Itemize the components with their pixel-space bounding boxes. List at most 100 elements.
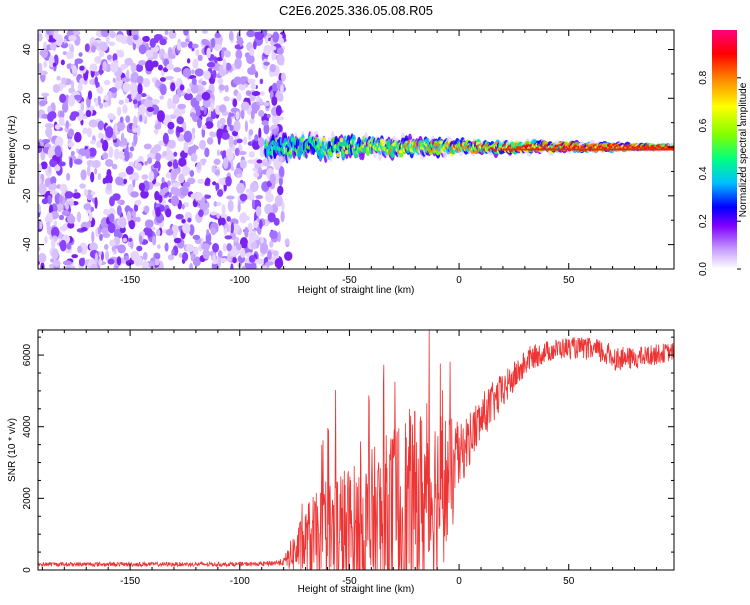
noise-blob: [228, 30, 234, 41]
noise-blob: [143, 99, 153, 109]
noise-blob: [106, 54, 112, 61]
noise-blob: [44, 236, 48, 244]
noise-blob: [143, 143, 152, 150]
colorbar: 0.0 0.2 0.4 0.6 0.8 Normalized spectral ampl…: [698, 30, 749, 276]
noise-blob: [46, 212, 53, 222]
noise-blob: [216, 57, 223, 62]
noise-blob: [233, 120, 241, 132]
noise-blob: [105, 174, 113, 185]
noise-blob: [66, 243, 72, 250]
colorbar-tick-label: 0.4: [698, 166, 709, 180]
noise-blob: [240, 101, 250, 111]
noise-blob: [153, 144, 162, 152]
noise-blob: [201, 80, 207, 86]
noise-blob: [250, 109, 255, 120]
noise-blob: [176, 116, 184, 125]
noise-blob: [126, 69, 130, 80]
noise-blob: [140, 92, 147, 98]
noise-blob: [201, 124, 207, 131]
noise-blob: [272, 31, 280, 43]
noise-blob: [159, 83, 167, 96]
noise-blob: [222, 58, 227, 70]
noise-blob: [123, 255, 129, 261]
noise-blob: [80, 169, 87, 181]
noise-blob: [204, 194, 212, 199]
noise-blob: [173, 67, 182, 73]
noise-blob: [202, 248, 210, 260]
noise-blob: [98, 132, 103, 140]
noise-blob: [98, 258, 103, 267]
noise-blob: [216, 120, 221, 129]
noise-blob: [192, 58, 199, 69]
noise-blob: [88, 211, 93, 222]
noise-blob: [277, 185, 284, 196]
noise-blob: [70, 111, 80, 118]
noise-blob: [102, 177, 107, 185]
noise-blob: [99, 233, 103, 241]
noise-blob: [235, 49, 243, 60]
noise-blob: [210, 37, 216, 48]
noise-blob: [41, 92, 50, 97]
noise-blob: [220, 213, 228, 219]
noise-blob: [173, 107, 183, 119]
noise-blob: [269, 173, 276, 184]
noise-blob: [254, 163, 261, 169]
noise-blob: [255, 206, 262, 218]
noise-blob: [201, 243, 211, 251]
noise-blob: [232, 256, 237, 264]
noise-blob: [40, 150, 46, 161]
noise-blob: [100, 30, 110, 38]
noise-blob: [255, 194, 264, 200]
noise-blob: [67, 222, 75, 229]
noise-blob: [167, 254, 175, 261]
noise-blob: [271, 96, 278, 106]
noise-blob: [222, 243, 227, 252]
noise-blob: [154, 258, 160, 266]
noise-blob: [142, 36, 150, 43]
noise-blob: [114, 78, 124, 90]
noise-blob: [105, 126, 114, 139]
noise-blob: [64, 266, 72, 269]
noise-blob: [223, 96, 230, 102]
noise-blob: [94, 252, 99, 264]
noise-blob: [212, 243, 220, 253]
noise-blob: [172, 94, 180, 105]
noise-blob: [247, 222, 253, 232]
snr-ytick-label: 0: [22, 567, 33, 573]
noise-blob: [118, 216, 127, 229]
noise-blob: [65, 120, 70, 129]
noise-blob: [98, 41, 108, 52]
noise-blob: [44, 122, 54, 129]
chart-title: C2E6.2025.336.05.08.R05: [279, 3, 433, 18]
noise-blob: [258, 137, 265, 148]
noise-blob: [164, 242, 169, 252]
noise-blob: [183, 130, 193, 143]
noise-blob: [216, 149, 220, 157]
colorbar-tick-label: 0.6: [698, 118, 709, 132]
noise-blob: [111, 163, 118, 170]
noise-blob: [41, 198, 49, 205]
noise-blob: [210, 109, 217, 120]
noise-blob: [280, 84, 284, 94]
noise-blob: [47, 112, 55, 122]
noise-blob: [197, 117, 202, 129]
noise-blob: [107, 258, 115, 265]
noise-blob: [119, 116, 124, 124]
noise-blob: [226, 151, 234, 161]
noise-blob: [112, 77, 116, 83]
noise-blob: [263, 102, 270, 107]
noise-blob: [144, 59, 154, 72]
noise-blob: [151, 98, 160, 105]
noise-blob: [112, 193, 121, 201]
noise-blob: [136, 92, 142, 102]
noise-blob: [159, 38, 167, 46]
noise-blob: [129, 82, 138, 93]
noise-blob: [136, 75, 144, 85]
noise-blob: [108, 213, 115, 223]
noise-blob: [272, 82, 278, 91]
snr-frame: [37, 329, 675, 571]
noise-blob: [236, 173, 243, 178]
noise-blob: [88, 147, 97, 158]
noise-blob: [209, 131, 217, 138]
noise-blob: [108, 146, 114, 159]
